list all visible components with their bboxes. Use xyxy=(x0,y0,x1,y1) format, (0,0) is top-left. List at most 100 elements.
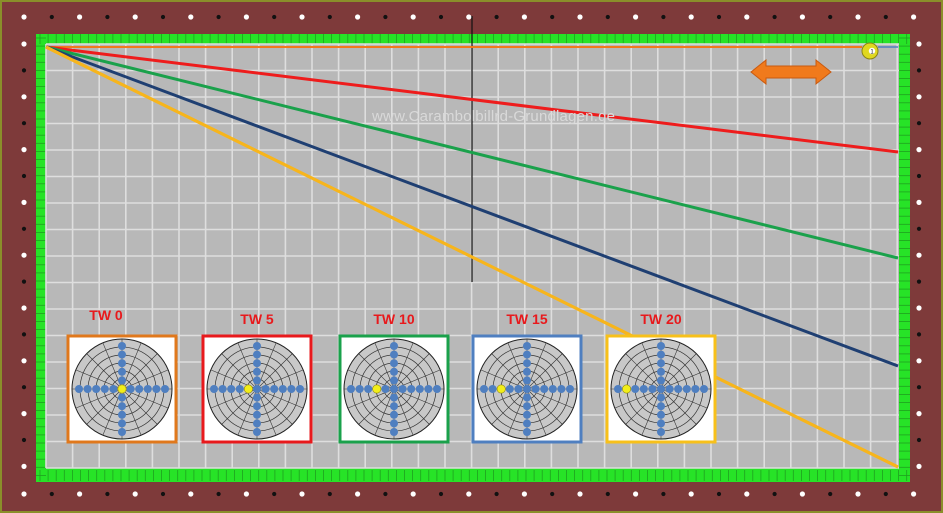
diamond-marker-black xyxy=(21,173,27,179)
diamond-marker-black xyxy=(916,279,922,284)
diamond-marker-black xyxy=(438,14,444,20)
diamond-marker-black xyxy=(216,491,221,497)
target-dot xyxy=(152,385,161,393)
target-dot xyxy=(118,350,126,359)
diamond-marker-white xyxy=(21,491,27,497)
target-spoke xyxy=(221,353,258,390)
diamond-marker-black xyxy=(21,68,27,73)
target-dot xyxy=(296,385,304,393)
target-dot xyxy=(253,342,261,350)
diamond-marker-white xyxy=(855,491,861,497)
target-spoke xyxy=(86,388,123,425)
target-dot xyxy=(261,385,270,393)
target-dot xyxy=(253,410,261,419)
diamond-marker-black xyxy=(828,491,833,497)
diamond-marker-black xyxy=(661,491,666,497)
target-spoke xyxy=(86,353,123,390)
target-dot xyxy=(657,385,665,393)
double-arrow-icon xyxy=(750,58,832,86)
target-dot xyxy=(253,385,261,393)
target-dot xyxy=(218,385,227,393)
diamond-marker-white xyxy=(577,14,583,20)
diamond-marker-white xyxy=(410,491,416,497)
target-dot xyxy=(253,359,261,368)
diamond-marker-white xyxy=(21,199,27,205)
diamond-marker-white xyxy=(911,491,917,497)
target-dot xyxy=(523,350,531,359)
target-dot xyxy=(514,385,523,393)
target-dot xyxy=(398,385,407,393)
tw5-path xyxy=(45,45,899,154)
target-dot xyxy=(523,367,531,376)
diamond-marker-white xyxy=(21,411,27,417)
diamond-marker-white xyxy=(916,411,922,417)
target-dot xyxy=(657,376,665,385)
diamond-marker-white xyxy=(688,491,694,497)
target-dot xyxy=(118,393,126,402)
diamond-marker-black xyxy=(327,491,332,497)
target-dot xyxy=(682,385,691,393)
tw-target-panel xyxy=(201,334,313,444)
diamond-marker-black xyxy=(550,491,555,497)
target-spoke xyxy=(393,388,430,425)
tw15-path xyxy=(45,45,899,368)
diamond-marker-black xyxy=(21,437,27,443)
tw-target-panel xyxy=(338,334,450,444)
target-dot xyxy=(118,367,126,376)
target-dot xyxy=(390,359,398,368)
target-dot xyxy=(488,385,497,393)
target-dot xyxy=(631,385,640,393)
diamond-marker-black xyxy=(21,385,27,390)
target-dot xyxy=(270,385,279,393)
diamond-marker-black xyxy=(916,437,922,443)
target-dot xyxy=(657,342,665,350)
diamond-marker-black xyxy=(160,491,166,497)
diamond-marker-black xyxy=(716,491,722,497)
diamond-marker-black xyxy=(494,491,499,497)
diamond-marker-black xyxy=(605,14,610,20)
diamond-marker-white xyxy=(916,94,922,100)
diamond-marker-white xyxy=(188,491,194,497)
diamond-marker-white xyxy=(77,491,83,497)
target-dot xyxy=(523,359,531,368)
cushion-segments xyxy=(36,34,910,481)
diamond-marker-white xyxy=(410,14,416,20)
diamond-marker-white xyxy=(132,14,138,20)
target-dot xyxy=(557,385,566,393)
target-dot xyxy=(161,385,169,393)
target-dot xyxy=(118,359,126,368)
diamond-marker-white xyxy=(577,491,583,497)
diamond-marker-black xyxy=(49,491,54,497)
target-spoke xyxy=(526,388,563,425)
target-dot xyxy=(253,419,261,428)
diamond-marker-black xyxy=(105,491,110,497)
diamond-marker-black xyxy=(883,14,888,20)
target-dot xyxy=(505,385,514,393)
target-dot xyxy=(657,393,665,402)
diamond-marker-black xyxy=(883,491,888,497)
target-dot xyxy=(657,402,665,411)
target-dot xyxy=(83,385,92,393)
target-dot xyxy=(523,410,531,419)
target-dot xyxy=(118,342,126,350)
cue-ball: 1 xyxy=(861,42,879,60)
diamond-marker-black xyxy=(272,14,277,20)
target-dot xyxy=(657,367,665,376)
contact-point xyxy=(117,384,127,394)
target-spoke xyxy=(660,353,697,390)
diamond-marker-black xyxy=(828,14,833,20)
target-dot xyxy=(278,385,287,393)
diamond-marker-black xyxy=(661,14,666,20)
contact-point xyxy=(622,384,632,394)
target-spoke xyxy=(660,388,697,425)
diamond-marker-white xyxy=(299,14,305,20)
diamond-marker-white xyxy=(21,94,27,100)
diamond-marker-white xyxy=(466,14,472,20)
diamond-marker-white xyxy=(132,491,138,497)
target-dot xyxy=(566,385,574,393)
diamond-marker-white xyxy=(77,14,83,20)
diamond-marker-black xyxy=(916,68,922,73)
target-dot xyxy=(674,385,683,393)
diamond-marker-white xyxy=(855,14,861,20)
diamond-marker-black xyxy=(605,491,610,497)
